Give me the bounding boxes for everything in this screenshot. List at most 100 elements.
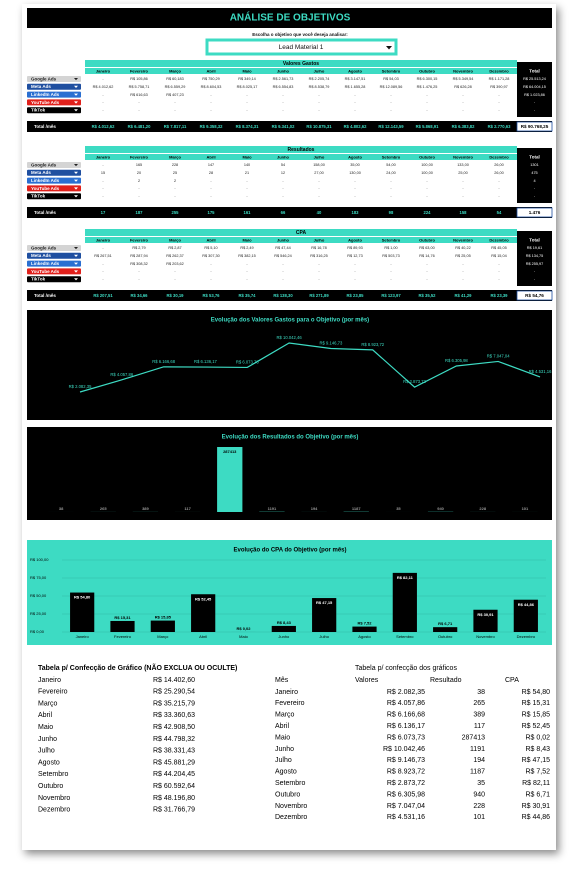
cell: 20 — [137, 171, 141, 175]
summary-cell: R$ 54,80 — [522, 689, 551, 696]
summary-cell: R$ 8.923,72 — [387, 769, 425, 776]
month-total: R$ 9.341,02 — [272, 124, 295, 129]
channel-arrow — [74, 85, 78, 88]
cell: R$ 750,29 — [202, 77, 220, 81]
month-header: Dezembro — [489, 154, 509, 159]
cell: - — [462, 277, 464, 281]
dropdown-value[interactable]: Lead Material 1 — [279, 44, 324, 51]
summary-cell: R$ 2.873,72 — [387, 780, 425, 787]
cell: - — [426, 194, 428, 198]
summary-cell: 38 — [477, 689, 485, 696]
summary-cell: Janeiro — [275, 689, 298, 696]
cell: - — [354, 179, 356, 183]
data-label: R$ 44,86 — [518, 602, 535, 607]
cell: - — [534, 270, 536, 274]
cell: R$ 267,51 — [94, 254, 112, 258]
cell: - — [426, 270, 428, 274]
month-header: Março — [169, 68, 181, 73]
summary-header: Valores — [355, 677, 379, 684]
data-label: 265 — [100, 506, 107, 511]
cell: - — [462, 179, 464, 183]
data-label: R$ 15,31 — [114, 615, 131, 620]
month-total: R$ 30,19 — [167, 293, 185, 298]
bar — [150, 620, 175, 632]
cell: - — [318, 262, 320, 266]
summary-cell: 194 — [473, 757, 485, 764]
cell: - — [498, 187, 500, 191]
cell: - — [390, 270, 392, 274]
dropdown-arrow[interactable] — [386, 46, 392, 50]
cell: R$ 14,76 — [419, 254, 434, 258]
summary-header: Resultado — [430, 677, 462, 684]
summary-cell: Agosto — [275, 769, 297, 776]
cell: - — [426, 93, 428, 97]
cell: - — [246, 270, 248, 274]
cell: 25,00 — [458, 171, 468, 175]
cell: R$ 287,94 — [130, 254, 148, 258]
channel-name: Google Ads — [31, 76, 57, 81]
summary-month: Novembro — [38, 795, 70, 802]
channel-button — [27, 252, 81, 259]
cell: - — [246, 101, 248, 105]
data-label: R$ 6.136,17 — [194, 359, 217, 364]
cell: - — [210, 187, 212, 191]
summary-month: Agosto — [38, 759, 60, 766]
cell: R$ 89,93 — [347, 246, 362, 250]
data-label: 1187 — [352, 506, 361, 511]
cell: 4 — [533, 179, 535, 183]
summary-value: R$ 33.360,63 — [153, 712, 195, 719]
summary-cell: 940 — [473, 791, 485, 798]
data-label: R$ 52,45 — [195, 596, 212, 601]
cell: - — [282, 270, 284, 274]
summary-cell: 35 — [477, 780, 485, 787]
month-header: Abril — [206, 237, 215, 242]
cell: R$ 105,86 — [130, 77, 148, 81]
summary-cell: 117 — [474, 723, 485, 730]
month-total: R$ 4.012,62 — [92, 124, 115, 129]
x-tick-label: Abril — [199, 634, 207, 639]
cell: - — [318, 101, 320, 105]
summary-cell: 101 — [473, 814, 485, 821]
cell: R$ 1,00 — [384, 246, 397, 250]
month-total: R$ 271,89 — [309, 293, 329, 298]
cell: - — [354, 277, 356, 281]
summary-value: R$ 25.290,54 — [153, 689, 195, 696]
summary-month: Junho — [38, 736, 57, 743]
summary-title: Tabela p/ Confecção de Gráfico (NÃO EXCL… — [38, 663, 237, 672]
cell: - — [102, 163, 104, 167]
bar — [191, 594, 216, 632]
cell: - — [210, 108, 212, 112]
channel-button — [27, 107, 81, 114]
bar — [473, 609, 498, 632]
totals-label: Total /mês — [34, 210, 56, 215]
summary-cell: Abril — [275, 723, 289, 730]
cell: - — [462, 101, 464, 105]
summary-cell: R$ 52,45 — [522, 723, 551, 730]
cell: R$ 6.554,83 — [273, 85, 294, 89]
bar — [312, 598, 337, 632]
cell: R$ 255,97 — [526, 262, 544, 266]
cell: - — [534, 277, 536, 281]
cell: 100,00 — [421, 163, 433, 167]
cell: - — [390, 101, 392, 105]
summary-cell: R$ 0,02 — [525, 734, 550, 741]
data-label: R$ 6.305,98 — [445, 358, 468, 363]
channel-button — [27, 83, 81, 90]
channel-button — [27, 162, 81, 168]
channel-arrow — [74, 187, 78, 190]
month-total: R$ 6.383,82 — [452, 124, 475, 129]
dropdown[interactable] — [205, 38, 398, 56]
summary-cell: R$ 2.082,35 — [387, 689, 425, 696]
data-label: R$ 4.057,86 — [110, 372, 133, 377]
data-label: R$ 8.923,72 — [361, 342, 384, 347]
cell: - — [354, 108, 356, 112]
x-tick-label: Junho — [278, 634, 290, 639]
month-header: Maio — [242, 237, 252, 242]
channel-arrow — [74, 254, 78, 257]
cell: - — [210, 262, 212, 266]
cell: R$ 3.147,51 — [345, 77, 366, 81]
cell: - — [282, 277, 284, 281]
cell: 475 — [531, 171, 537, 175]
